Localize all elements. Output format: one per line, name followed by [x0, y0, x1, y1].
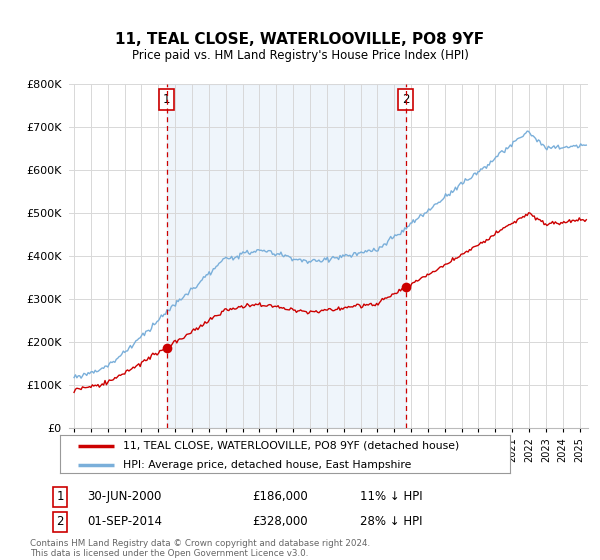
Text: Price paid vs. HM Land Registry's House Price Index (HPI): Price paid vs. HM Land Registry's House …: [131, 49, 469, 63]
Text: 28% ↓ HPI: 28% ↓ HPI: [360, 515, 422, 529]
Text: 11, TEAL CLOSE, WATERLOOVILLE, PO8 9YF: 11, TEAL CLOSE, WATERLOOVILLE, PO8 9YF: [115, 32, 485, 46]
Text: Contains HM Land Registry data © Crown copyright and database right 2024.
This d: Contains HM Land Registry data © Crown c…: [30, 539, 370, 558]
Text: 30-JUN-2000: 30-JUN-2000: [87, 490, 161, 503]
Text: 11, TEAL CLOSE, WATERLOOVILLE, PO8 9YF (detached house): 11, TEAL CLOSE, WATERLOOVILLE, PO8 9YF (…: [123, 441, 459, 451]
Text: 11% ↓ HPI: 11% ↓ HPI: [360, 490, 422, 503]
Bar: [167, 84, 406, 428]
Text: 1: 1: [56, 490, 64, 503]
Text: HPI: Average price, detached house, East Hampshire: HPI: Average price, detached house, East…: [123, 460, 412, 470]
Text: 1: 1: [163, 93, 170, 106]
Text: £328,000: £328,000: [252, 515, 308, 529]
Text: 2: 2: [56, 515, 64, 529]
Text: 2: 2: [402, 93, 409, 106]
Text: 01-SEP-2014: 01-SEP-2014: [87, 515, 162, 529]
Text: £186,000: £186,000: [252, 490, 308, 503]
